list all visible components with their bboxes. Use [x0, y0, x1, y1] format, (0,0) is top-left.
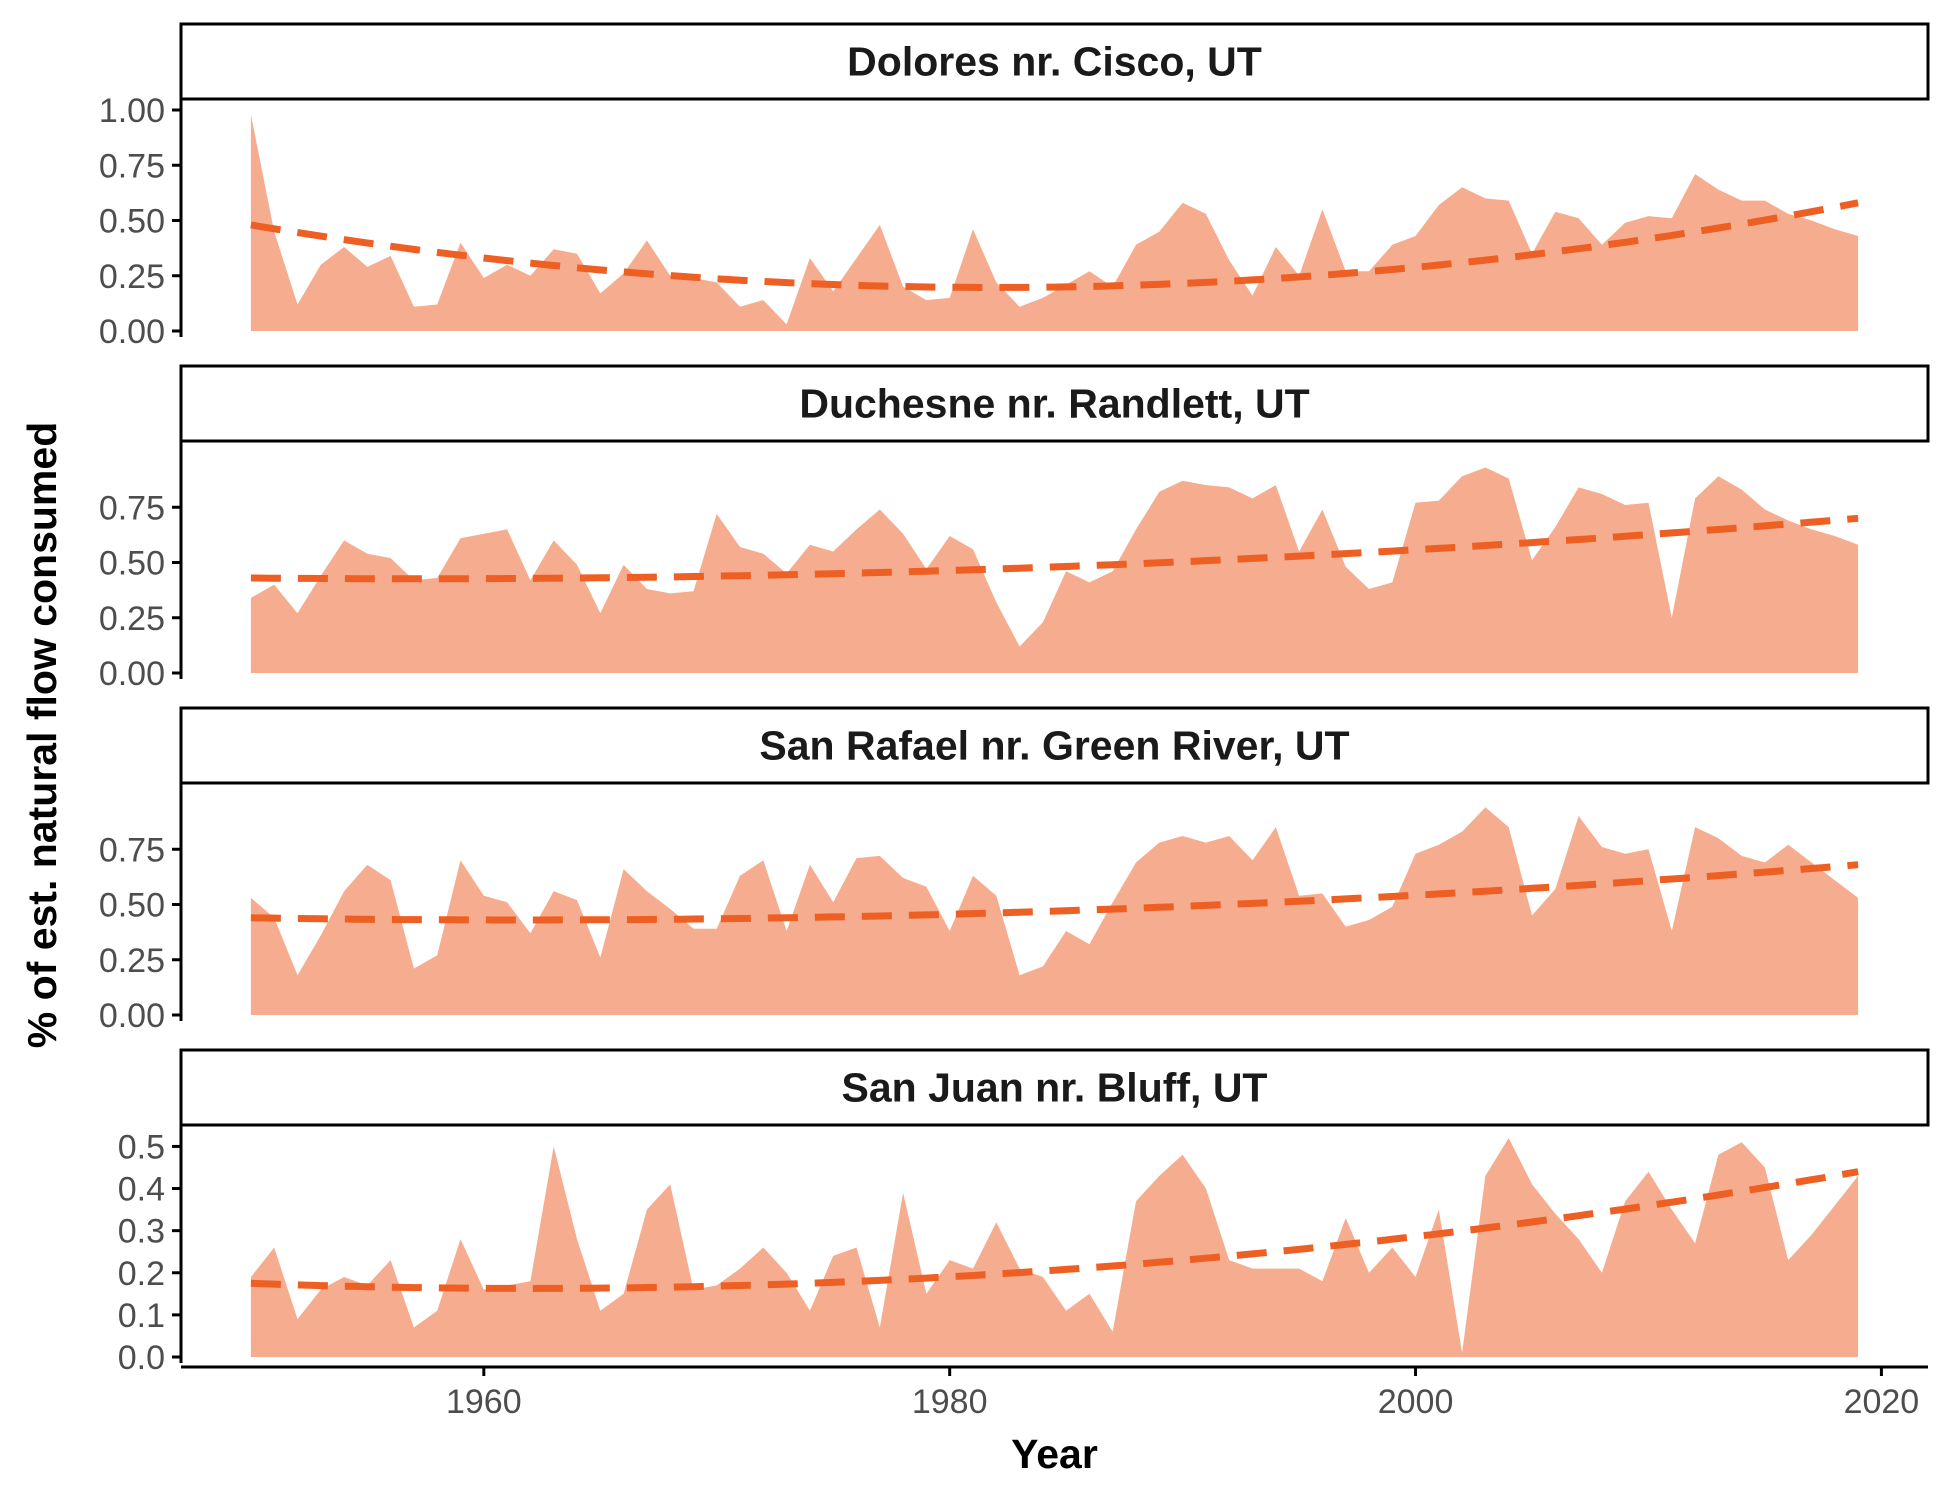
area-series	[250, 807, 1859, 1015]
trend-line	[250, 861, 1859, 924]
y-tick-label: 0.50	[99, 203, 165, 241]
facet-strip	[179, 1048, 1930, 1127]
y-tick-label: 0.0	[118, 1339, 165, 1377]
area-series	[250, 114, 1859, 332]
x-tick-label: 2000	[1378, 1383, 1454, 1421]
facet-title: Duchesne nr. Randlett, UT	[799, 381, 1309, 427]
y-tick-label: 0.75	[99, 147, 165, 185]
facet-strip	[179, 22, 1930, 101]
facet-panel: San Rafael nr. Green River, UT 0.00 0.25 0.…	[99, 706, 1930, 1035]
x-tick-label: 2020	[1844, 1383, 1920, 1421]
y-tick-label: 0.00	[99, 997, 165, 1035]
y-tick-label: 0.3	[118, 1213, 165, 1251]
y-tick-label: 0.5	[118, 1128, 165, 1166]
x-tick-label: 1980	[912, 1383, 988, 1421]
facet-strip	[179, 706, 1930, 785]
facet-title: Dolores nr. Cisco, UT	[847, 39, 1262, 85]
y-tick-label: 0.2	[118, 1255, 165, 1293]
facet-strip	[179, 364, 1930, 443]
y-axis-title: % of est. natural flow consumed	[19, 422, 65, 1048]
y-tick-label: 0.25	[99, 942, 165, 980]
y-tick-label: 0.00	[99, 655, 165, 693]
area-series	[250, 1138, 1859, 1357]
y-tick-label: 0.75	[99, 831, 165, 869]
area-series	[250, 467, 1859, 673]
trend-line	[250, 199, 1859, 291]
facet-title: San Rafael nr. Green River, UT	[759, 723, 1349, 769]
y-tick-label: 1.00	[99, 92, 165, 130]
trend-line	[250, 514, 1859, 583]
y-tick-label: 0.50	[99, 545, 165, 583]
x-tick-label: 1960	[446, 1383, 522, 1421]
x-axis-title: Year	[1011, 1431, 1098, 1477]
y-tick-label: 0.25	[99, 258, 165, 296]
facet-title: San Juan nr. Bluff, UT	[842, 1065, 1268, 1111]
y-tick-label: 0.50	[99, 887, 165, 925]
y-tick-label: 0.1	[118, 1297, 165, 1335]
trend-line	[250, 1168, 1859, 1293]
y-tick-label: 0.00	[99, 313, 165, 351]
facet-panel: Duchesne nr. Randlett, UT 0.00 0.25 0.50 0.7…	[99, 364, 1930, 693]
y-tick-label: 0.75	[99, 489, 165, 527]
facet-panel: Dolores nr. Cisco, UT 0.00 0.25 0.50 0.75 1.0…	[99, 22, 1930, 351]
y-tick-label: 0.4	[118, 1171, 165, 1209]
y-tick-label: 0.25	[99, 600, 165, 638]
facet-panel: San Juan nr. Bluff, UT 0.0 0.1 0.2 0.3 0.4 0.5	[118, 1048, 1930, 1377]
